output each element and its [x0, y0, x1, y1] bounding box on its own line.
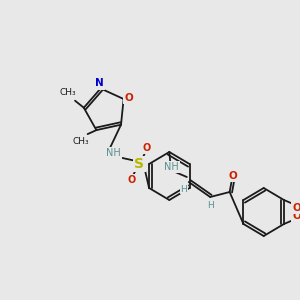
Text: N: N — [95, 79, 104, 88]
Text: O: O — [292, 211, 300, 221]
Text: H: H — [181, 184, 187, 194]
Text: CH₃: CH₃ — [73, 136, 89, 146]
Text: NH: NH — [106, 148, 121, 158]
Text: H: H — [207, 200, 214, 209]
Text: S: S — [134, 157, 144, 171]
Text: CH₃: CH₃ — [60, 88, 76, 97]
Text: O: O — [292, 203, 300, 213]
Text: O: O — [143, 143, 151, 153]
Text: NH: NH — [164, 162, 178, 172]
Text: O: O — [127, 175, 136, 185]
Text: O: O — [228, 171, 237, 181]
Text: O: O — [124, 93, 133, 103]
